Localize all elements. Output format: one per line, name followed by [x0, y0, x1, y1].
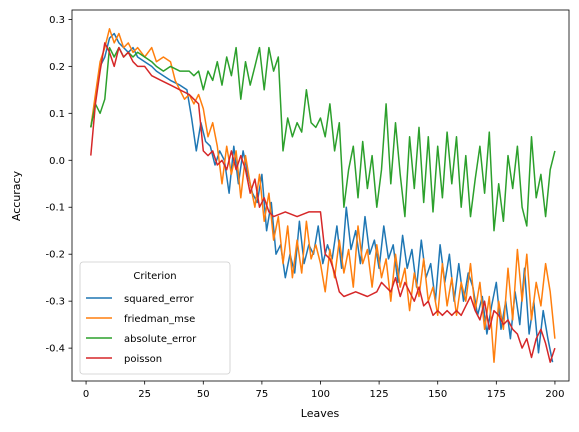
legend-items: squared_error friedman_mse absolute_errorp… — [86, 294, 197, 365]
x-tick-label: 125 — [370, 389, 389, 400]
series-line-friedman-mse — [90, 28, 556, 363]
x-tick-label: 25 — [138, 389, 151, 400]
y-tick-label: -0.2 — [45, 250, 65, 261]
x-tick-label: 50 — [197, 389, 210, 400]
x-axis-label: Leaves — [301, 407, 340, 420]
x-tick-label: 0 — [83, 389, 89, 400]
y-tick-label: -0.4 — [45, 344, 65, 355]
y-tick-label: 0.0 — [49, 156, 65, 167]
legend-title: Criterion — [133, 271, 176, 282]
series-layer — [90, 28, 556, 363]
legend-label-squared-error: squared_error — [124, 294, 195, 305]
x-tick-label: 75 — [256, 389, 269, 400]
ticks-layer: 0 25 50 75 100 125 150 175 200 -0.4 -0.3 -0.2 -0.1 0.… — [45, 15, 564, 400]
y-tick-label: -0.1 — [45, 203, 65, 214]
legend-label-absolute-error: absolute_error — [124, 334, 197, 345]
series-line-absolute-error — [90, 46, 556, 232]
x-tick-label: 175 — [487, 389, 506, 400]
legend-label-friedman-mse: friedman_mse — [124, 314, 195, 325]
y-axis-label: Accuracy — [10, 170, 23, 221]
y-tick-label: 0.3 — [49, 15, 65, 26]
legend: Criterion squared_error friedman_mseabsol… — [79, 261, 231, 375]
legend-label-poisson: poisson — [124, 354, 162, 365]
series-line-poisson — [90, 42, 556, 363]
y-tick-label: 0.1 — [49, 109, 65, 120]
x-tick-label: 100 — [311, 389, 330, 400]
y-tick-label: -0.3 — [45, 297, 65, 308]
x-tick-label: 150 — [428, 389, 447, 400]
y-tick-label: 0.2 — [49, 62, 65, 73]
legend-box — [79, 261, 231, 375]
x-tick-label: 200 — [545, 389, 564, 400]
